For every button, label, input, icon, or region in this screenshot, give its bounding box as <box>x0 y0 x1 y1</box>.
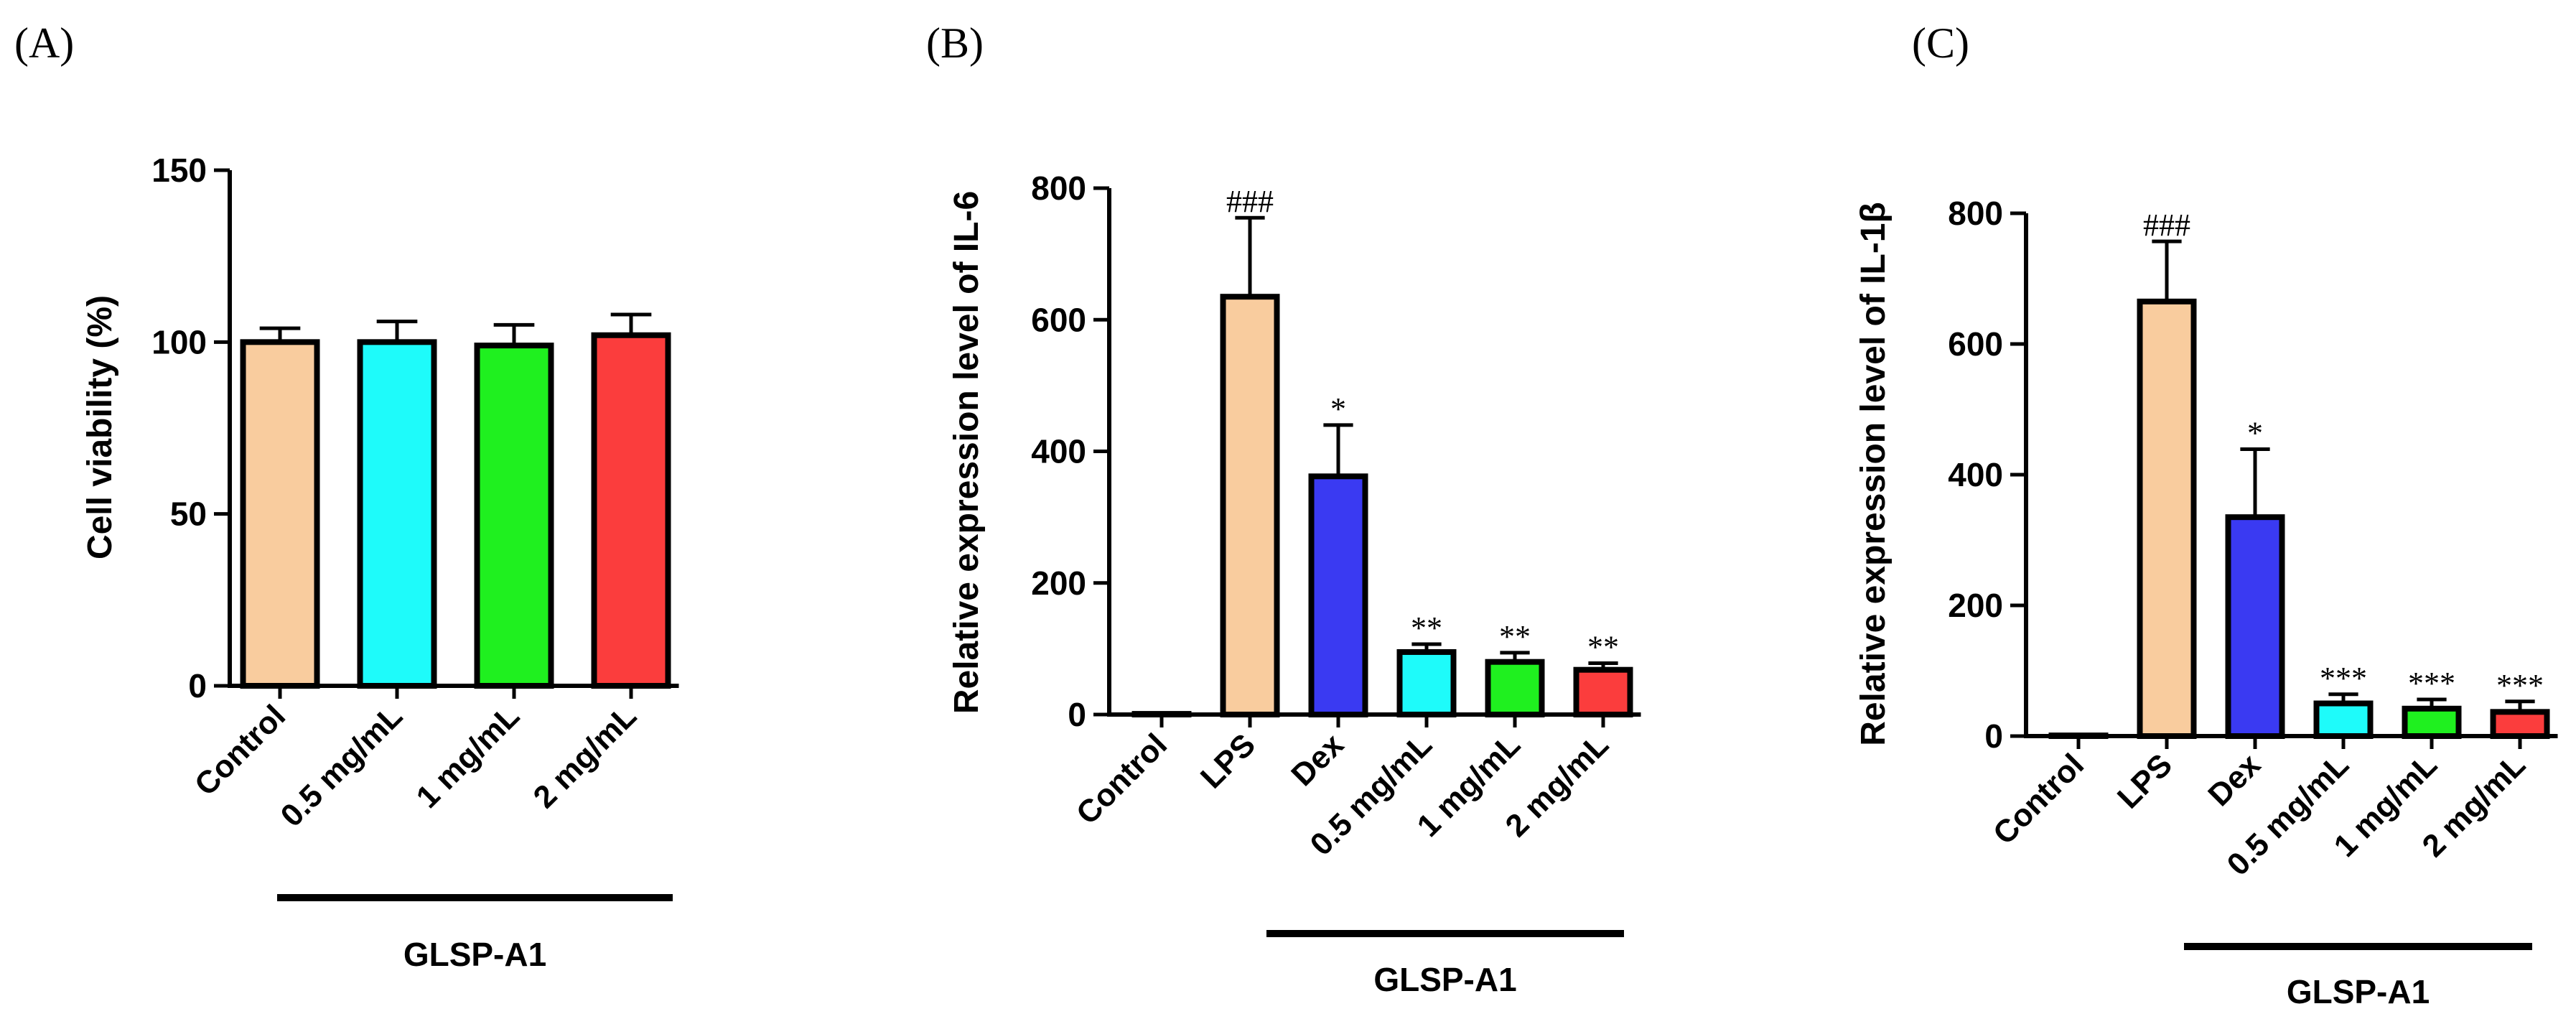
significance-label: ** <box>1499 619 1531 654</box>
y-tick-label: 50 <box>170 496 207 533</box>
bar-6 <box>2490 709 2550 740</box>
y-axis-title: Relative expression level of IL-6 <box>948 191 986 714</box>
significance-label: * <box>1330 391 1346 427</box>
y-tick-label: 100 <box>151 323 207 361</box>
y-tick-label: 0 <box>1984 717 2003 755</box>
y-tick-label: 600 <box>1948 325 2003 363</box>
significance-label: ** <box>1587 630 1619 665</box>
panel-label: (B) <box>926 19 984 67</box>
bar-6 <box>1573 666 1633 718</box>
x-tick-label: LPS <box>2111 747 2179 815</box>
x-tick-label: 0.5 mg/mL <box>274 698 410 834</box>
bar-1 <box>240 339 320 689</box>
bar-4 <box>591 332 671 689</box>
y-tick-label: 800 <box>1948 195 2003 232</box>
group-label: GLSP-A1 <box>1373 961 1516 998</box>
bar-5 <box>1485 659 1545 718</box>
x-tick-label: Dex <box>1284 727 1350 793</box>
y-tick-label: 200 <box>1031 564 1086 602</box>
y-axis-title: Relative expression level of IL-1β <box>1854 202 1893 746</box>
y-tick-label: 200 <box>1948 587 2003 624</box>
y-tick-label: 600 <box>1031 301 1086 338</box>
significance-label: *** <box>2408 666 2455 701</box>
significance-label: ** <box>1411 610 1442 646</box>
chart-panel-1: (A) 0 50 100 150 Cell viability (%) Control0.5… <box>14 19 679 973</box>
bar-4 <box>1396 648 1457 717</box>
group-label: GLSP-A1 <box>403 936 546 973</box>
y-axis-title: Cell viability (%) <box>81 295 119 559</box>
y-tick-label: 400 <box>1031 433 1086 470</box>
y-tick-label: 0 <box>1068 696 1086 733</box>
bar-2 <box>357 339 437 689</box>
x-tick-label: 1 mg/mL <box>409 698 526 815</box>
y-tick-label: 800 <box>1031 169 1086 207</box>
panel-label: (A) <box>14 19 74 67</box>
y-tick-label: 400 <box>1948 456 2003 493</box>
x-tick-label: LPS <box>1194 727 1262 795</box>
panel-label: (C) <box>1912 19 1969 67</box>
bar-3 <box>1308 473 1368 717</box>
bar-4 <box>2313 700 2374 739</box>
bar-3 <box>474 343 554 689</box>
group-label: GLSP-A1 <box>2287 973 2430 1010</box>
significance-label: * <box>2247 416 2263 451</box>
y-tick-label: 150 <box>151 152 207 189</box>
bar-2 <box>2137 298 2197 740</box>
x-tick-label: Control <box>188 698 292 802</box>
significance-label: ### <box>2143 208 2190 243</box>
x-tick-label: Control <box>1070 727 1174 831</box>
x-tick-label: Dex <box>2201 747 2267 813</box>
bar-3 <box>2225 514 2285 740</box>
x-tick-label: 2 mg/mL <box>526 698 643 815</box>
significance-label: ### <box>1226 184 1274 219</box>
bar-5 <box>2402 705 2462 740</box>
x-tick-label: Control <box>1987 747 2091 851</box>
significance-label: *** <box>2496 668 2544 703</box>
significance-label: *** <box>2320 661 2367 696</box>
y-tick-label: 0 <box>188 667 207 704</box>
bar-2 <box>1220 294 1280 717</box>
